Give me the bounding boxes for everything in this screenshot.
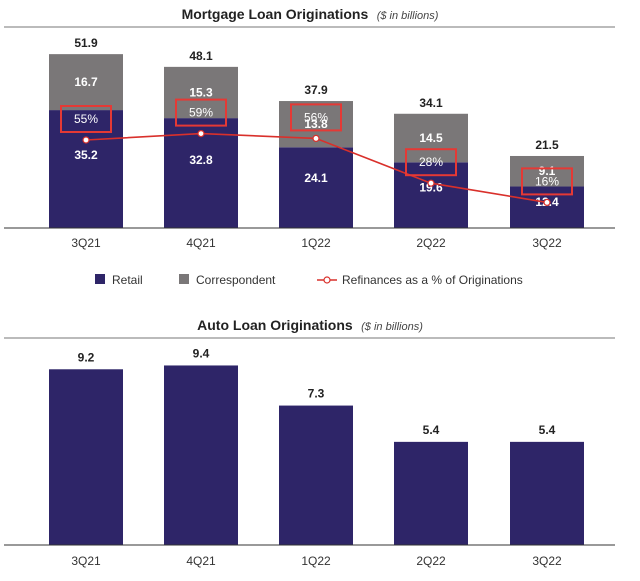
auto-label-3Q22: 5.4	[539, 423, 556, 437]
label-total-1Q22: 37.9	[304, 83, 328, 97]
label-correspondent-3Q21: 16.7	[74, 75, 98, 89]
label-correspondent-1Q22: 13.8	[304, 117, 328, 131]
auto-x-tick-3Q21: 3Q21	[71, 554, 101, 568]
label-total-2Q22: 34.1	[419, 96, 443, 110]
refinance-highlight-box-3Q21	[60, 105, 112, 133]
auto-chart-unit: ($ in billions)	[361, 321, 423, 333]
legend-label-correspondent: Correspondent	[196, 273, 276, 287]
bar-retail-1Q22	[279, 147, 353, 228]
mortgage-chart-title-group: Mortgage Loan Originations ($ in billion…	[182, 6, 439, 23]
auto-bar-3Q22	[510, 441, 584, 545]
mortgage-legend: Retail Correspondent Refinances as a % o…	[95, 273, 523, 287]
legend-swatch-correspondent	[179, 274, 189, 284]
label-total-4Q21: 48.1	[189, 49, 213, 63]
legend-label-refinance: Refinances as a % of Originations	[342, 273, 523, 287]
auto-label-4Q21: 9.4	[193, 346, 210, 360]
mortgage-chart-unit: ($ in billions)	[377, 10, 439, 22]
auto-bar-3Q21	[49, 369, 123, 545]
refinance-highlight-box-3Q22	[521, 167, 573, 196]
label-total-3Q22: 21.5	[535, 138, 559, 152]
label-retail-1Q22: 24.1	[304, 171, 328, 185]
legend-marker-refinance	[323, 276, 331, 284]
auto-bar-4Q21	[164, 365, 238, 545]
x-tick-4Q21: 4Q21	[186, 236, 216, 250]
auto-x-tick-4Q21: 4Q21	[186, 554, 216, 568]
refinance-point-3Q22	[543, 198, 551, 206]
refinance-label-1Q22: 56%	[304, 110, 328, 124]
auto-chart: 9.2 3Q21 9.4 4Q21 7.3 1Q22 5.4 2Q22 5.4 3Q22	[4, 346, 615, 568]
auto-x-tick-3Q22: 3Q22	[532, 554, 562, 568]
refinance-label-4Q21: 59%	[189, 106, 213, 120]
x-tick-3Q21: 3Q21	[71, 236, 101, 250]
refinance-label-3Q21: 55%	[74, 112, 98, 126]
refinance-label-3Q22: 16%	[535, 174, 559, 188]
label-correspondent-4Q21: 15.3	[189, 85, 213, 99]
bar-correspondent-3Q21	[49, 54, 123, 111]
refinance-highlight-box-1Q22	[290, 103, 342, 132]
mortgage-chart: 35.2 16.7 51.9 3Q21 32.8 15.3 48.1 4Q21 24.1 13.8…	[4, 36, 615, 250]
label-total-3Q21: 51.9	[74, 36, 98, 50]
refinance-highlight-box-4Q21	[175, 98, 227, 127]
mortgage-chart-title: Mortgage Loan Originations	[182, 6, 369, 22]
refinance-point-2Q22	[427, 179, 435, 187]
auto-chart-title: Auto Loan Originations	[197, 317, 353, 333]
refinance-point-1Q22	[312, 134, 320, 142]
label-retail-4Q21: 32.8	[189, 153, 213, 167]
auto-bar-2Q22	[394, 441, 468, 545]
auto-bar-1Q22	[279, 405, 353, 545]
legend-swatch-retail	[95, 274, 105, 284]
x-tick-3Q22: 3Q22	[532, 236, 562, 250]
auto-x-tick-1Q22: 1Q22	[301, 554, 331, 568]
x-tick-2Q22: 2Q22	[416, 236, 446, 250]
refinance-point-4Q21	[197, 130, 205, 138]
auto-x-tick-2Q22: 2Q22	[416, 554, 446, 568]
refinance-highlight-box-2Q22	[405, 148, 457, 177]
refinance-point-3Q21	[82, 136, 90, 144]
x-tick-1Q22: 1Q22	[301, 236, 331, 250]
auto-chart-title-group: Auto Loan Originations ($ in billions)	[197, 317, 423, 334]
refinance-label-2Q22: 28%	[419, 155, 443, 169]
auto-label-2Q22: 5.4	[423, 423, 440, 437]
legend-label-retail: Retail	[112, 273, 143, 287]
label-retail-3Q21: 35.2	[74, 148, 98, 162]
auto-label-3Q21: 9.2	[78, 350, 95, 364]
label-correspondent-2Q22: 14.5	[419, 131, 443, 145]
auto-label-1Q22: 7.3	[308, 387, 325, 401]
